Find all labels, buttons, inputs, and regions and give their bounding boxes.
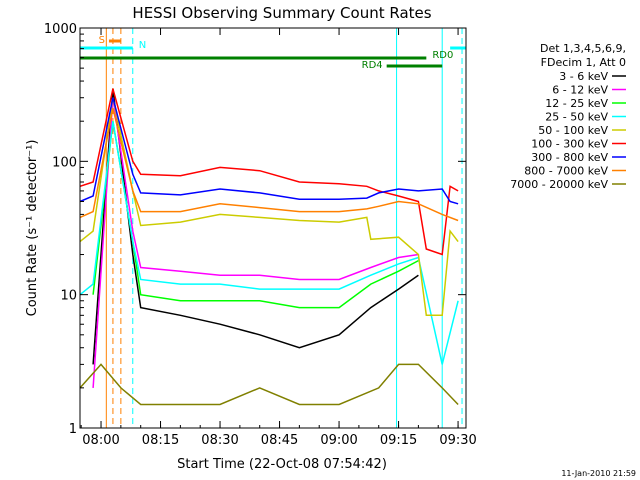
x-tick-label-5: 09:15 [380,433,417,448]
x-axis-ticks: 08:00 08:15 08:30 08:45 09:00 09:15 09:30 [80,28,477,448]
series-lines [79,88,459,406]
y-tick-label-3: 1000 [44,22,77,37]
flag-bars: S N RD0 RD4 [80,35,466,71]
vertical-markers [79,28,463,428]
legend-label-1: 6 - 12 keV [552,84,608,97]
legend-label-4: 50 - 100 keV [538,124,608,137]
legend-label-0: 3 - 6 keV [559,70,608,83]
generated-timestamp: 11-Jan-2010 21:59 [561,469,636,478]
x-tick-label-3: 08:45 [261,433,298,448]
x-tick-label-1: 08:15 [142,433,179,448]
y-tick-label-1: 10 [60,289,77,304]
chart-title: HESSI Observing Summary Count Rates [132,4,431,22]
flag-label-0: S [99,35,105,46]
legend-label-7: 800 - 7000 keV [524,165,608,178]
legend-label-6: 300 - 800 keV [531,151,608,164]
x-tick-label-6: 09:30 [439,433,476,448]
x-tick-label-2: 08:30 [201,433,238,448]
y-axis-label: Count Rate (s⁻¹ detector⁻¹) [25,140,40,317]
flag-label-4: RD4 [362,60,383,71]
legend-label-2: 12 - 25 keV [545,97,608,110]
series-line-3 [79,121,459,365]
x-tick-label-0: 08:00 [82,433,119,448]
series-line-7 [79,108,459,222]
flag-label-1: N [139,40,146,51]
legend-header-line-1: Det 1,3,4,5,6,9, [540,42,626,55]
x-axis-label: Start Time (22-Oct-08 07:54:42) [177,457,387,472]
series-line-0 [92,88,419,365]
legend-label-8: 7000 - 20000 keV [510,178,608,191]
legend: Det 1,3,4,5,6,9, FDecim 1, Att 0 3 - 6 k… [510,42,626,191]
legend-label-5: 100 - 300 keV [531,138,608,151]
series-line-5 [79,88,459,256]
y-tick-label-0: 1 [69,422,77,437]
x-tick-label-4: 09:00 [320,433,357,448]
legend-header-line-2: FDecim 1, Att 0 [541,56,626,69]
flag-label-3: RD0 [432,50,453,61]
y-tick-label-2: 100 [52,155,77,170]
y-axis-ticks: 1 10 100 1000 [44,22,466,437]
series-line-6 [79,97,459,205]
series-line-1 [92,97,419,388]
legend-label-3: 25 - 50 keV [545,111,608,124]
plot-frame [79,27,467,429]
series-line-8 [79,363,459,406]
